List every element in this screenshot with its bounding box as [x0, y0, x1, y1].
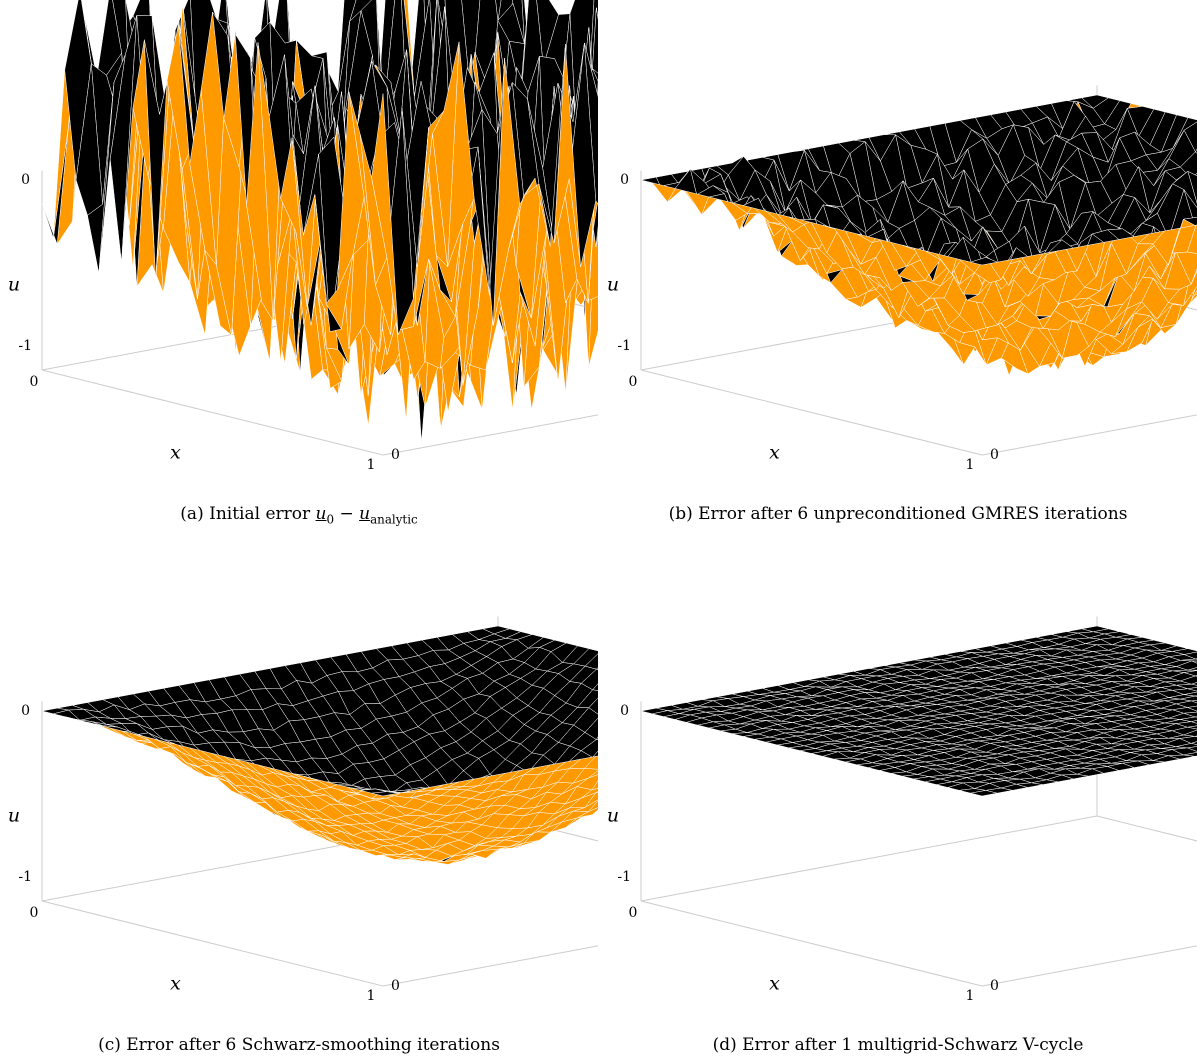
z-axis-label-left: u: [607, 274, 619, 296]
z-tick-label: -1: [18, 869, 32, 885]
surface: [41, 0, 598, 443]
surface-cell: [595, 736, 598, 740]
surface-cell: [592, 683, 598, 691]
y-tick-label: 0: [990, 978, 999, 994]
z-axis-label-left: u: [8, 805, 20, 827]
tick-labels: 0101-10-10xyuu: [607, 703, 999, 1004]
x-tick-label: 1: [367, 988, 376, 1004]
z-tick-label: -1: [617, 869, 631, 885]
x-axis-label: x: [170, 441, 181, 463]
z-tick-label: 0: [21, 172, 30, 188]
surface-cell: [1190, 682, 1197, 686]
caption-a-sub1: analytic: [370, 512, 418, 527]
subplot-b: 0101-10-10xyuu (b) Error after 6 unpreco…: [599, 0, 1197, 530]
tick-labels: 0101-10-10xyuu: [8, 172, 400, 473]
surface: [640, 94, 1197, 377]
caption-a-u0: u: [315, 504, 327, 524]
surface: [41, 625, 598, 865]
axis-edge: [981, 414, 1197, 456]
x-tick-label: 0: [30, 905, 39, 921]
x-tick-label: 0: [629, 374, 638, 390]
z-tick-label: 0: [620, 172, 629, 188]
subplot-d: 0101-10-10xyuu (d) Error after 1 multigr…: [599, 531, 1197, 1061]
z-axis-label-left: u: [607, 805, 619, 827]
surface-cell: [1190, 741, 1197, 745]
axis-edge: [640, 815, 1098, 902]
caption-a-sub0: 0: [326, 512, 335, 527]
surface-cell: [1190, 720, 1197, 724]
tick-labels: 0101-10-10xyuu: [607, 172, 999, 473]
caption-a-u1: u: [359, 504, 371, 524]
y-tick-label: 0: [990, 447, 999, 463]
y-tick-label: 0: [391, 447, 400, 463]
x-tick-label: 1: [367, 457, 376, 473]
surface-cell: [970, 790, 998, 797]
z-tick-label: -1: [18, 338, 32, 354]
surface-cell: [371, 93, 399, 335]
z-axis-label-left: u: [8, 274, 20, 296]
axis-edge: [382, 945, 598, 987]
subplot-c: 0101-10-10xyuu (c) Error after 6 Schwarz…: [0, 531, 598, 1061]
surface-cell: [371, 791, 399, 797]
surface-plot-c: 0101-10-10xyuu: [8, 616, 598, 1004]
surface-cell: [969, 257, 999, 266]
surface-plot-d: 0101-10-10xyuu: [607, 616, 1197, 1004]
y-tick-label: 0: [391, 978, 400, 994]
x-tick-label: 1: [966, 988, 975, 1004]
x-axis-label: x: [769, 441, 780, 463]
axis-edge: [41, 900, 384, 987]
x-tick-label: 0: [629, 905, 638, 921]
caption-c: (c) Error after 6 Schwarz-smoothing iter…: [98, 1035, 500, 1055]
x-axis-label: x: [769, 972, 780, 994]
axis-edge: [41, 369, 384, 456]
z-tick-label: 0: [620, 703, 629, 719]
caption-b: (b) Error after 6 unpreconditioned GMRES…: [668, 504, 1128, 524]
axis-edge: [640, 900, 983, 987]
caption-a-minus: −: [334, 504, 360, 524]
surface-plot-a: 0101-10-10xyuu: [8, 0, 598, 473]
z-tick-label: 0: [21, 703, 30, 719]
caption-d: (d) Error after 1 multigrid-Schwarz V-cy…: [712, 1035, 1084, 1055]
x-tick-label: 0: [30, 374, 39, 390]
axis-edge: [382, 414, 598, 456]
surface-plot-b: 0101-10-10xyuu: [607, 85, 1197, 473]
x-tick-label: 1: [966, 457, 975, 473]
axis-edge: [981, 945, 1197, 987]
caption-a: (a) Initial error u0 − uanalytic: [0, 504, 598, 526]
z-tick-label: -1: [617, 338, 631, 354]
surface: [640, 625, 1197, 797]
tick-labels: 0101-10-10xyuu: [8, 703, 400, 1004]
x-axis-label: x: [170, 972, 181, 994]
caption-a-text: (a) Initial error: [180, 504, 316, 524]
subplot-a: 0101-10-10xyuu (a) Initial error u0 − ua…: [0, 0, 598, 530]
axis-edge: [640, 369, 983, 456]
axis-edge: [1096, 815, 1197, 842]
